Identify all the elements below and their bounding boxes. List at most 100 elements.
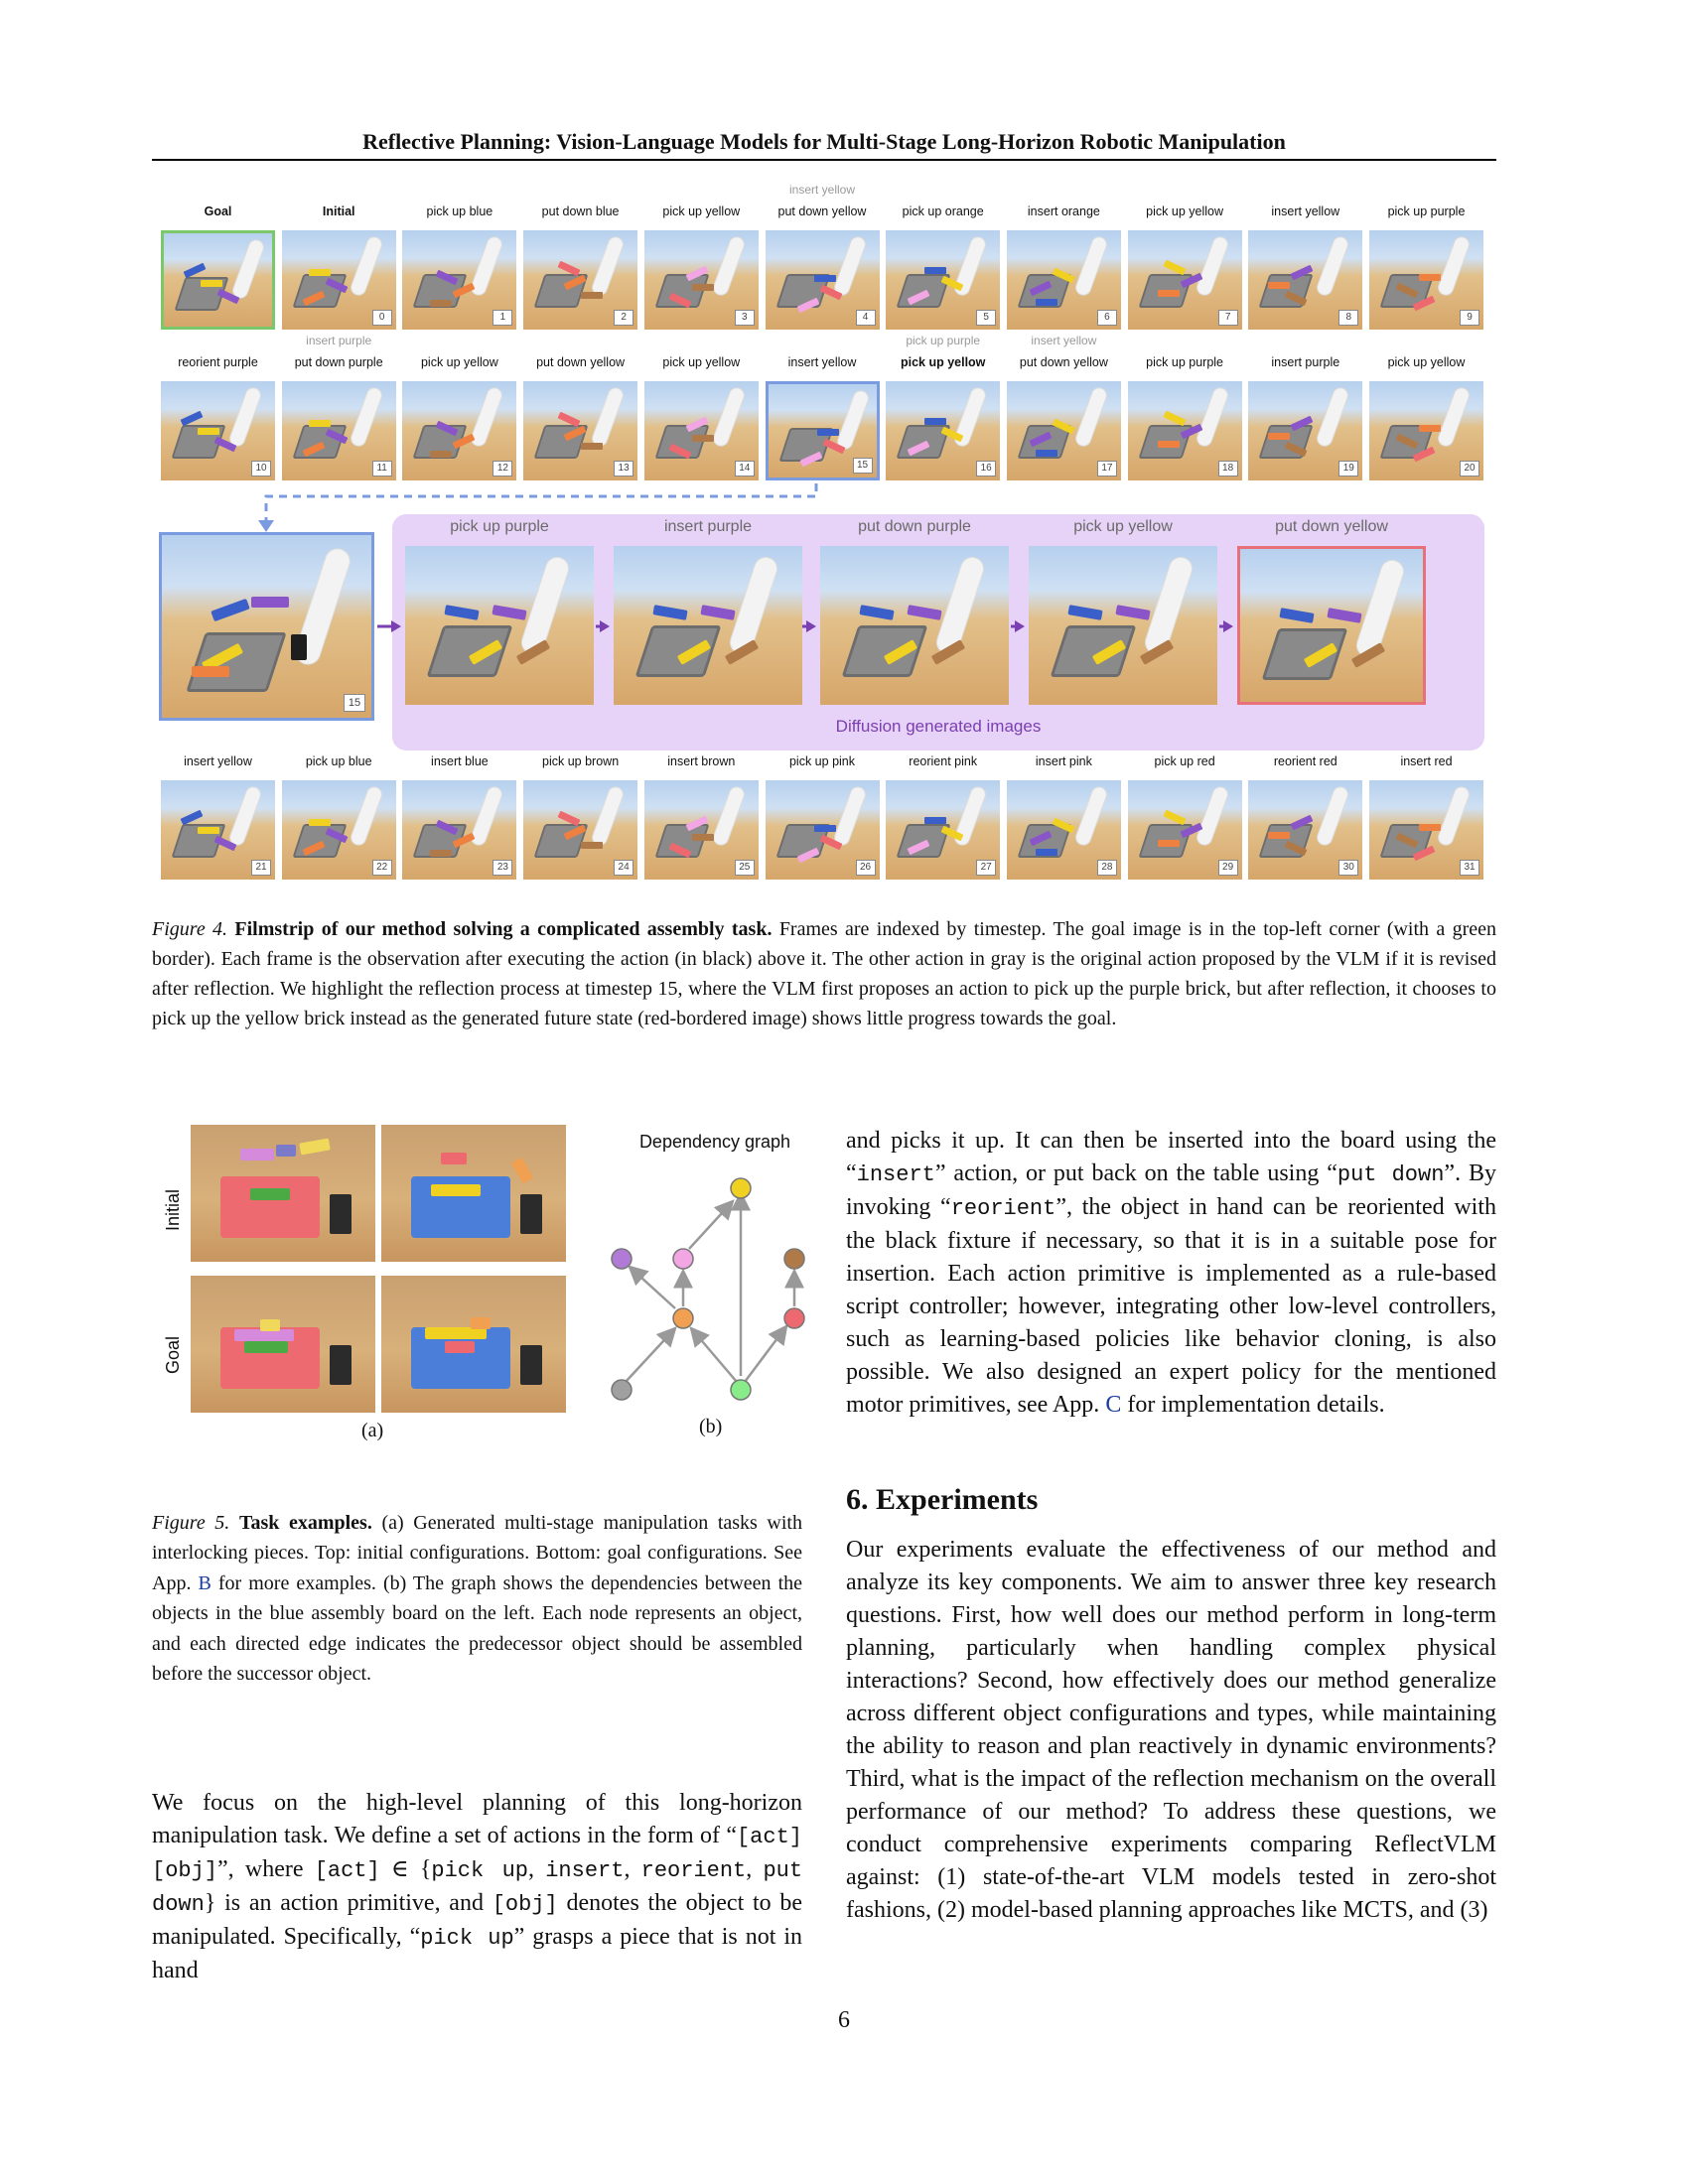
film-frame: Goal — [161, 205, 275, 330]
original-action-label: insert yellow — [1031, 334, 1097, 347]
frame-image: 9 — [1369, 230, 1483, 330]
generated-action-label: pick up yellow — [1073, 518, 1173, 535]
generated-action-label: pick up purple — [450, 518, 549, 535]
frame-image: 5 — [886, 230, 1001, 330]
paragraph-action-primitives: We focus on the high-level planning of t… — [152, 1790, 803, 1983]
action-label: insert yellow — [184, 754, 252, 768]
example-initial-red — [191, 1125, 375, 1262]
original-action-label: insert purple — [306, 334, 372, 347]
frame-index: 15 — [852, 458, 873, 474]
frame-index: 21 — [251, 860, 271, 876]
action-label: Initial — [322, 205, 355, 218]
frame-index: 7 — [1217, 310, 1238, 326]
frame-image — [161, 230, 275, 330]
action-label: pick up yellow — [662, 205, 741, 218]
generated-image — [614, 546, 802, 705]
action-label: reorient pink — [909, 754, 978, 768]
action-label: insert pink — [1035, 754, 1092, 768]
film-frame: pick up orange 5 — [886, 205, 1001, 330]
generated-frame: put down yellow — [1237, 518, 1426, 705]
frame-image: 21 — [161, 780, 275, 880]
frame-index: 30 — [1338, 860, 1359, 876]
running-header: Reflective Planning: Vision-Language Mod… — [362, 129, 1286, 154]
appendix-c-link[interactable]: C — [1105, 1392, 1122, 1418]
film-frame: pick up yellow 12 — [402, 355, 517, 480]
film-frame: pick up pink 26 — [765, 754, 880, 880]
frame-index: 23 — [492, 860, 513, 876]
subfigure-label-a: (a) — [361, 1420, 384, 1441]
action-label: pick up brown — [542, 754, 620, 768]
frame-image: 24 — [523, 780, 638, 880]
diffusion-caption: Diffusion generated images — [835, 717, 1042, 736]
frame-index: 5 — [976, 310, 997, 326]
frame-image: 28 — [1006, 780, 1121, 880]
film-frame: insert purple 19 — [1248, 355, 1363, 480]
frame-image: 17 — [1006, 381, 1121, 480]
page-number: 6 — [838, 2007, 850, 2033]
action-label: insert yellow — [1271, 205, 1340, 218]
action-label: pick up yellow — [662, 355, 741, 369]
film-frame: pick up yellow 7 — [1127, 205, 1242, 330]
film-frame: reorient red 30 — [1248, 754, 1363, 880]
frame-index: 17 — [1096, 461, 1117, 477]
film-frame: pick up blue 22 — [281, 754, 396, 880]
film-frame: insert blue 23 — [402, 754, 517, 880]
figure-label: Figure 4. — [152, 918, 228, 940]
generated-image — [405, 546, 594, 705]
film-frame: pick up yellow 3 — [643, 205, 759, 330]
frame-index: 6 — [1096, 310, 1117, 326]
film-frame: insert orange 6 — [1006, 205, 1121, 330]
action-label: put down yellow — [777, 205, 867, 218]
frame-index: 22 — [371, 860, 392, 876]
film-frame: insert yellow put down yellow 4 — [765, 183, 880, 330]
frame-image: 31 — [1369, 780, 1483, 880]
frame-image: 18 — [1127, 381, 1242, 480]
action-label: insert red — [1400, 754, 1453, 768]
frame-image: 20 — [1369, 381, 1483, 480]
frame-index: 14 — [734, 461, 755, 477]
figure-label: Figure 5. — [152, 1512, 230, 1534]
frame-index: 25 — [734, 860, 755, 876]
frame-image: 19 — [1248, 381, 1363, 480]
action-label: put down yellow — [1019, 355, 1108, 369]
action-label: put down purple — [294, 355, 383, 369]
filmstrip-row-2: reorient purple 10 insert purple put down p… — [161, 334, 1483, 480]
frame-index: 11 — [371, 461, 392, 477]
frame-image: 15 — [765, 381, 880, 480]
header-rule — [152, 159, 1496, 161]
frame-index: 16 — [976, 461, 997, 477]
frame-image: 0 — [281, 230, 396, 330]
action-label: pick up purple — [1387, 205, 1466, 218]
filmstrip-row-3: insert yellow 21 pick up blue 22 insert blue… — [161, 754, 1483, 880]
generated-image — [1237, 546, 1426, 705]
film-frame: insert yellow put down yellow 17 — [1006, 334, 1121, 480]
film-frame: pick up purple 9 — [1369, 205, 1483, 330]
frame-index: 19 — [1338, 461, 1359, 477]
film-frame: insert brown 25 — [643, 754, 759, 880]
action-label: pick up yellow — [1387, 355, 1466, 369]
film-frame: reorient pink 27 — [886, 754, 1001, 880]
film-frame: insert yellow 8 — [1248, 205, 1363, 330]
caption-text: for more examples. (b) The graph shows t… — [152, 1571, 803, 1686]
action-label: pick up red — [1154, 754, 1215, 768]
film-frame: insert yellow 21 — [161, 754, 275, 880]
action-label: insert brown — [667, 754, 736, 768]
example-goal-blue — [381, 1276, 566, 1413]
film-frame: insert purple put down purple 11 — [281, 334, 396, 480]
appendix-b-link[interactable]: B — [198, 1571, 211, 1594]
film-frame: pick up red 29 — [1127, 754, 1242, 880]
film-frame: pick up purple 18 — [1127, 355, 1242, 480]
frame-index: 9 — [1460, 310, 1479, 326]
action-label: pick up yellow — [900, 355, 986, 369]
action-label: put down blue — [541, 205, 620, 218]
paragraph-experiments: Our experiments evaluate the effectivene… — [846, 1537, 1496, 1923]
film-frame: pick up yellow 20 — [1369, 355, 1483, 480]
generated-action-label: put down yellow — [1275, 518, 1388, 535]
action-label: pick up yellow — [420, 355, 498, 369]
generated-frame: pick up yellow — [1029, 518, 1217, 705]
original-action-label: insert yellow — [788, 183, 856, 197]
graph-svg — [611, 1177, 805, 1401]
frame-image: 7 — [1127, 230, 1242, 330]
generated-frame: insert purple — [614, 518, 802, 705]
frame-index: 4 — [855, 310, 876, 326]
